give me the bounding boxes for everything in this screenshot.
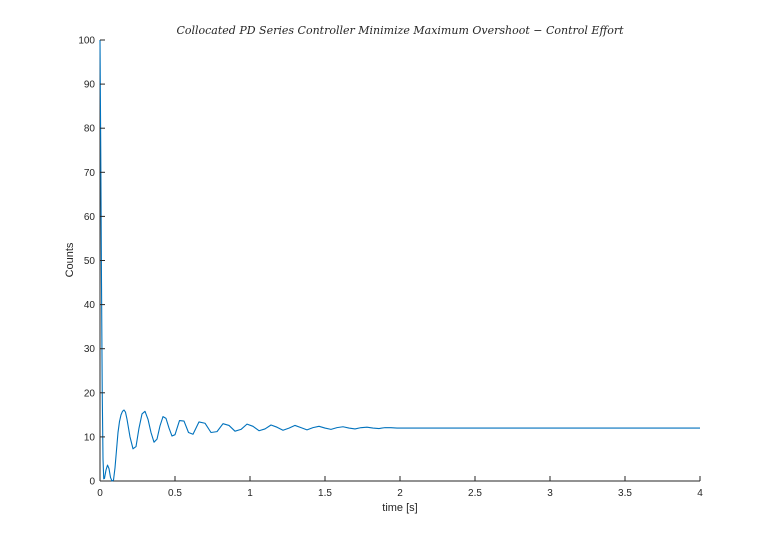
x-tick-label: 4 (697, 488, 703, 499)
plot-area (99, 39, 700, 482)
y-tick-label: 30 (84, 344, 96, 355)
x-tick-label: 0 (97, 488, 103, 499)
x-tick-label: 0.5 (168, 488, 182, 499)
y-tick-label: 60 (84, 212, 96, 223)
series-line-1 (99, 39, 700, 482)
y-tick-label: 20 (84, 388, 96, 399)
y-tick-label: 80 (84, 124, 96, 135)
x-axis-label: time [s] (382, 502, 417, 514)
chart-title: Collocated PD Series Controller Minimize… (176, 24, 624, 37)
y-tick-label: 50 (84, 256, 96, 267)
y-tick-label: 90 (84, 80, 96, 91)
x-tick-label: 3 (547, 488, 553, 499)
y-tick-label: 10 (84, 432, 96, 443)
x-tick-label: 3.5 (618, 488, 632, 499)
x-tick-label: 1 (247, 488, 253, 499)
x-tick-label: 2.5 (468, 488, 482, 499)
y-tick-label: 100 (78, 36, 95, 47)
y-axis-label: Counts (64, 242, 76, 277)
y-tick-label: 0 (89, 477, 95, 488)
y-tick-label: 40 (84, 300, 96, 311)
y-axis-ticks: 0 10 20 30 40 50 60 70 80 90 100 (78, 36, 105, 488)
y-tick-label: 70 (84, 168, 96, 179)
x-axis-ticks: 0 0.5 1 1.5 2 2.5 3 3.5 4 (97, 476, 703, 499)
x-tick-label: 1.5 (318, 488, 332, 499)
x-tick-label: 2 (397, 488, 403, 499)
